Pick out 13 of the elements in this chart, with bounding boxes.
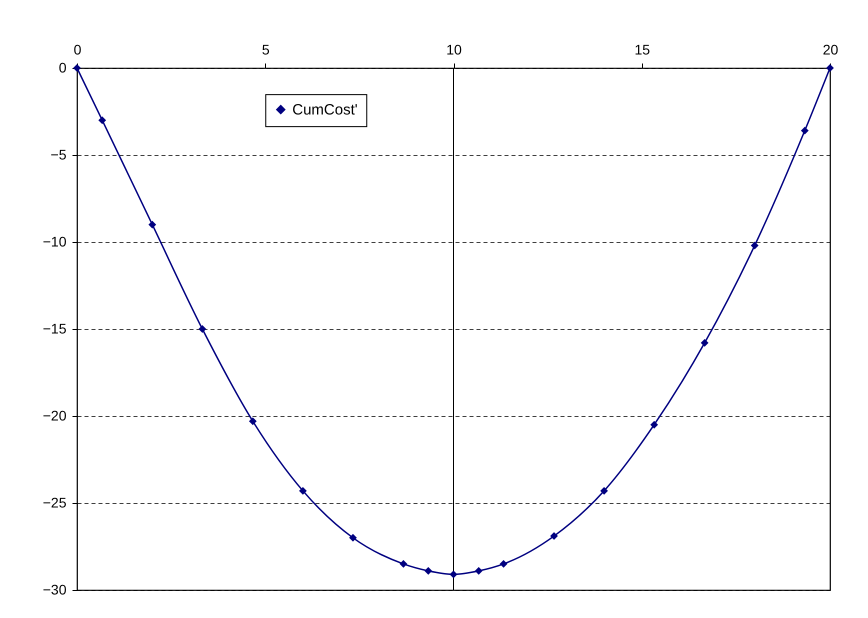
x-tick-label: 15 [634,42,650,58]
x-tick-label: 5 [262,42,270,58]
x-tick-label: 0 [74,42,82,58]
y-tick-label: −5 [50,146,67,162]
x-tick-label: 10 [446,42,462,58]
y-tick-label: −20 [42,408,67,424]
y-tick-label: −25 [42,494,67,510]
legend-label: CumCost' [292,102,358,119]
y-tick-label: 0 [58,60,67,76]
y-tick-label: −10 [42,234,67,250]
x-tick-label: 20 [822,42,838,58]
y-tick-label: −15 [42,320,67,336]
y-tick-label: −30 [42,582,67,598]
